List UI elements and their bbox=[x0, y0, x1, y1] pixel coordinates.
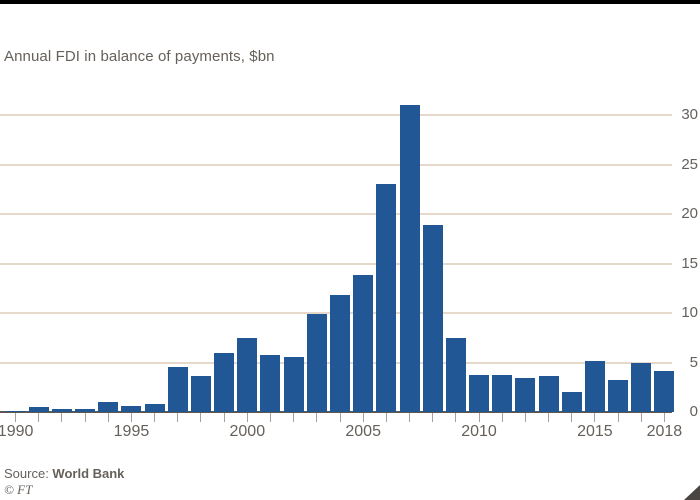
bar bbox=[608, 380, 629, 412]
x-tick bbox=[15, 413, 17, 422]
bar bbox=[353, 275, 374, 412]
bar bbox=[561, 392, 582, 412]
x-tick bbox=[269, 413, 271, 422]
y-axis-label: 25 bbox=[681, 155, 698, 173]
gridline bbox=[0, 114, 672, 116]
y-axis-label: 20 bbox=[681, 205, 698, 222]
gridline bbox=[0, 213, 672, 215]
top-rule bbox=[0, 0, 700, 4]
x-tick bbox=[640, 413, 642, 422]
x-tick bbox=[548, 413, 550, 422]
x-tick bbox=[223, 413, 225, 422]
bar bbox=[445, 337, 466, 412]
bar bbox=[422, 224, 443, 412]
bar bbox=[28, 407, 49, 412]
bar bbox=[51, 408, 72, 412]
x-tick bbox=[617, 413, 619, 422]
bar bbox=[5, 411, 26, 412]
x-tick bbox=[524, 413, 526, 422]
y-axis-label: 30 bbox=[681, 106, 698, 123]
y-axis-label: 10 bbox=[681, 304, 698, 321]
bar bbox=[492, 375, 513, 412]
x-axis-label: 2015 bbox=[577, 423, 613, 440]
x-tick bbox=[478, 413, 480, 422]
bar bbox=[631, 362, 652, 412]
x-tick bbox=[293, 413, 295, 422]
y-axis-label: 0 bbox=[689, 403, 698, 420]
x-tick bbox=[246, 413, 248, 422]
source-line: Source: World Bank bbox=[4, 466, 124, 481]
x-tick bbox=[339, 413, 341, 422]
x-tick bbox=[130, 413, 132, 422]
x-tick bbox=[362, 413, 364, 422]
x-tick bbox=[38, 413, 40, 422]
x-tick bbox=[571, 413, 573, 422]
bar bbox=[376, 184, 397, 412]
bar bbox=[538, 376, 559, 412]
x-tick bbox=[409, 413, 411, 422]
x-axis-label: 2005 bbox=[345, 423, 381, 440]
x-tick bbox=[200, 413, 202, 422]
gridline bbox=[0, 262, 672, 265]
bar bbox=[306, 314, 327, 412]
bar bbox=[515, 378, 536, 412]
x-tick bbox=[501, 413, 503, 422]
x-axis-line bbox=[0, 411, 672, 413]
x-tick bbox=[316, 413, 318, 422]
bar bbox=[214, 352, 235, 412]
bar bbox=[399, 105, 420, 412]
bar bbox=[330, 295, 350, 412]
gridline bbox=[0, 163, 672, 166]
ft-credit: © FT bbox=[4, 482, 33, 497]
bar bbox=[75, 409, 96, 412]
x-axis-label: 2018 bbox=[646, 423, 683, 440]
x-tick bbox=[594, 413, 596, 422]
x-tick bbox=[385, 413, 387, 422]
y-axis-label: 15 bbox=[681, 254, 698, 272]
x-tick bbox=[177, 413, 179, 422]
corner-fold-icon bbox=[684, 485, 700, 500]
x-tick bbox=[154, 413, 156, 422]
bar bbox=[654, 371, 675, 412]
y-axis-label: 5 bbox=[689, 353, 698, 371]
x-tick bbox=[61, 413, 63, 422]
x-tick bbox=[432, 413, 434, 422]
x-axis-label: 1990 bbox=[0, 423, 34, 440]
source-name: World Bank bbox=[52, 466, 125, 481]
x-tick bbox=[107, 413, 109, 422]
bar bbox=[283, 356, 304, 412]
bar bbox=[190, 376, 211, 412]
bar bbox=[144, 404, 165, 412]
bar bbox=[121, 406, 142, 412]
bar bbox=[584, 360, 605, 412]
bar bbox=[98, 402, 119, 412]
bar bbox=[469, 375, 490, 412]
bar bbox=[167, 367, 188, 412]
bar bbox=[237, 337, 258, 412]
x-tick bbox=[663, 413, 665, 422]
x-tick bbox=[84, 413, 86, 422]
x-axis-label: 2000 bbox=[229, 423, 266, 440]
x-tick bbox=[455, 413, 457, 422]
bar bbox=[260, 354, 281, 412]
chart-title: Annual FDI in balance of payments, $bn bbox=[4, 48, 275, 65]
source-prefix: Source: bbox=[4, 466, 53, 481]
x-axis-label: 1995 bbox=[113, 423, 150, 440]
x-axis-label: 2010 bbox=[461, 423, 497, 440]
